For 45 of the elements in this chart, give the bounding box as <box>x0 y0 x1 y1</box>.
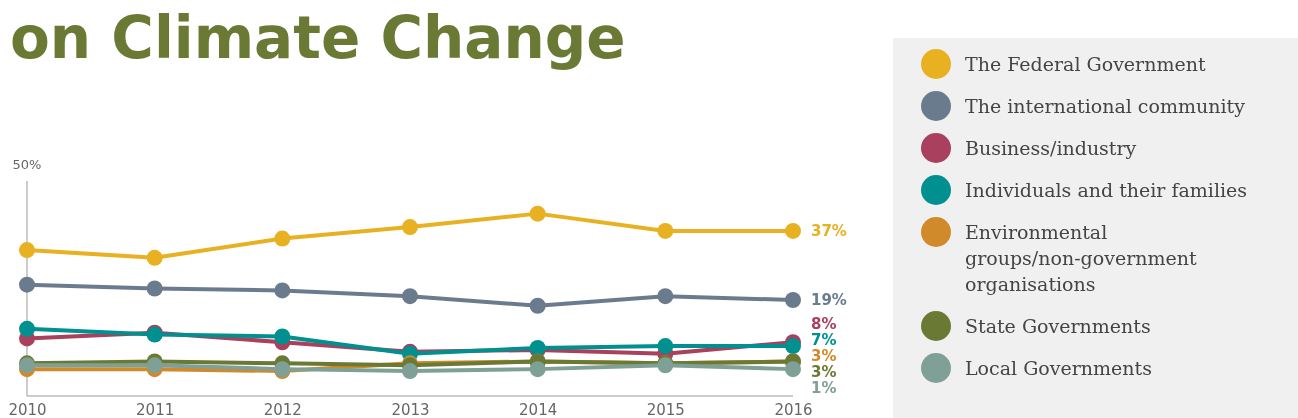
point <box>657 288 674 305</box>
data-label: 3% <box>811 363 837 382</box>
data-label: 7% <box>811 331 837 350</box>
point <box>19 242 35 259</box>
point <box>274 328 291 345</box>
x-tick-label: 2016 <box>774 400 813 418</box>
point <box>657 338 674 355</box>
point <box>402 219 418 236</box>
legend-label: State Governments <box>965 315 1151 337</box>
point <box>146 357 163 374</box>
x-tick-label: 2013 <box>391 400 430 418</box>
data-label: 8% <box>811 315 837 334</box>
point <box>785 222 801 239</box>
legend-label: The Federal Government <box>965 53 1206 75</box>
data-label: 19% <box>811 291 847 310</box>
text: 50% <box>12 157 42 172</box>
data-label: 1% <box>811 379 837 398</box>
point <box>529 205 546 222</box>
legend-label: Local Governments <box>965 357 1152 379</box>
point <box>657 222 674 239</box>
data-label: 3% <box>811 347 837 366</box>
point <box>529 297 546 314</box>
point <box>529 361 546 378</box>
point <box>19 276 35 293</box>
legend-label: Environmental groups/non-government organisations <box>965 221 1197 295</box>
point <box>402 363 418 380</box>
x-tick-label: 2011 <box>136 400 175 418</box>
point <box>274 282 291 299</box>
point <box>274 230 291 247</box>
point <box>785 338 801 355</box>
point <box>19 320 35 337</box>
data-label: 37% <box>811 221 847 240</box>
point <box>146 249 163 266</box>
legend-label: The international community <box>965 95 1246 117</box>
point <box>785 292 801 309</box>
x-tick-label: 2015 <box>646 400 685 418</box>
chart-title: on Climate Change <box>10 4 626 72</box>
x-tick-label: 2014 <box>519 400 558 418</box>
x-tick-label: 2012 <box>263 400 302 418</box>
point <box>402 288 418 305</box>
legend-label: Business/industry <box>965 137 1137 159</box>
point <box>146 280 163 297</box>
point <box>785 361 801 378</box>
legend-label: Individuals and their families <box>965 179 1248 201</box>
x-tick-label: 2010 <box>8 400 47 418</box>
